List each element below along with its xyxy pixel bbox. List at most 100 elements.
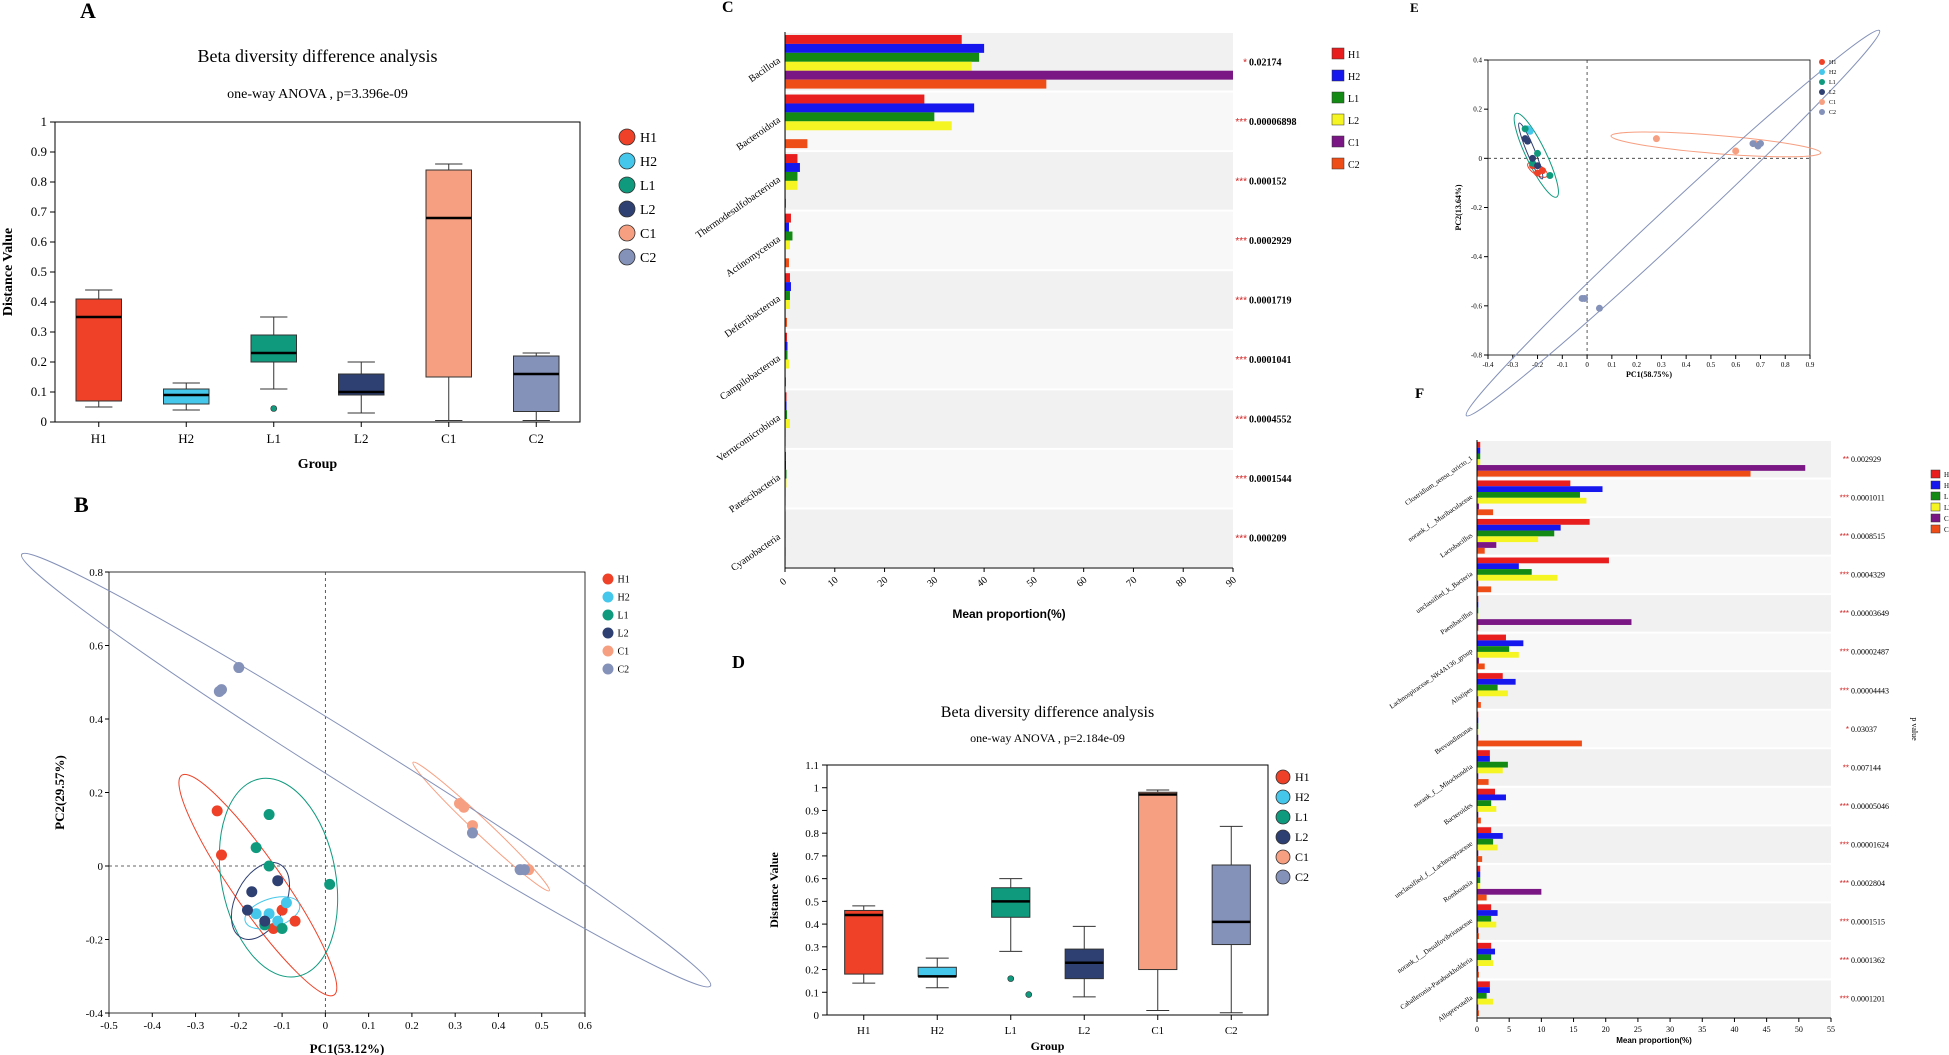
point-L2 xyxy=(246,886,258,898)
legend-label: H1 xyxy=(1295,770,1310,784)
x-tick-label: 10 xyxy=(1537,1025,1545,1034)
x-tick-label: -0.4 xyxy=(1482,361,1494,369)
x-tick-label: 0.5 xyxy=(1707,361,1716,369)
category-band xyxy=(785,390,1233,448)
bar-L2 xyxy=(1477,960,1494,966)
category-band xyxy=(1477,749,1831,786)
x-axis-label: PC1(53.12%) xyxy=(310,1041,385,1055)
bar-H1 xyxy=(1477,865,1481,872)
p-value-label: 0.03037 xyxy=(1851,725,1877,734)
x-tick-label: 40 xyxy=(975,575,990,590)
significance-stars: *** xyxy=(1840,532,1849,541)
legend-label: C2 xyxy=(1295,870,1309,884)
bar-C1 xyxy=(1477,965,1479,972)
right-axis-label: p value xyxy=(1910,717,1919,741)
legend-marker-H1 xyxy=(1819,59,1825,65)
bar-H1 xyxy=(785,213,791,223)
panel-letter-a: A xyxy=(80,0,96,23)
box-L2 xyxy=(338,373,385,396)
significance-stars: *** xyxy=(1235,296,1247,307)
bar-C2 xyxy=(1477,933,1479,940)
point-H1 xyxy=(211,805,223,817)
legend-marker-H2 xyxy=(618,152,636,170)
significance-stars: * xyxy=(1243,57,1247,68)
legend-label: L2 xyxy=(1829,90,1836,96)
bar-L2 xyxy=(1477,729,1479,735)
significance-stars: *** xyxy=(1235,355,1247,366)
legend-marker-C1 xyxy=(602,645,614,657)
legend-marker-C2 xyxy=(1331,157,1345,170)
legend-label: L1 xyxy=(640,179,656,194)
panel-letter-d: D xyxy=(732,652,745,672)
legend-label: H2 xyxy=(640,155,657,170)
outlier-point xyxy=(1007,975,1015,982)
panel-letter-c: C xyxy=(722,0,734,16)
point-C2 xyxy=(1578,294,1586,302)
legend-marker-C2 xyxy=(1275,869,1291,885)
category-label: Bacteroidota xyxy=(735,114,784,153)
bar-H2 xyxy=(1477,833,1503,839)
point-C2 xyxy=(213,685,225,697)
legend-marker-L1 xyxy=(1331,91,1345,104)
bar-L2 xyxy=(785,478,787,488)
bar-C1 xyxy=(1477,888,1542,895)
bar-L2 xyxy=(785,240,790,250)
category-label: Lachnospiraceae_NK4A136_group xyxy=(1388,647,1475,711)
bar-C1 xyxy=(1477,734,1479,741)
confidence-ellipse-H1 xyxy=(178,773,338,997)
x-tick-label: 0 xyxy=(1585,361,1589,369)
bar-H2 xyxy=(1477,640,1524,647)
legend-marker-L1 xyxy=(1930,491,1941,501)
x-tick-label: 0.1 xyxy=(1607,361,1616,369)
y-tick-label: 0.8 xyxy=(31,174,47,189)
y-tick-label: 0.7 xyxy=(31,204,48,219)
chart-d-boxplot: Beta diversity difference analysis one-wa… xyxy=(767,704,1310,1053)
bar-L2 xyxy=(1477,459,1481,466)
bar-H1 xyxy=(1477,788,1496,795)
x-tick-label: 5 xyxy=(1507,1025,1511,1034)
legend-label: L1 xyxy=(618,611,629,622)
legend-label: L1 xyxy=(1348,94,1359,105)
bar-C2 xyxy=(1477,971,1479,978)
bar-H1 xyxy=(1477,981,1490,988)
significance-stars: *** xyxy=(1840,917,1849,926)
y-tick-label: -0.2 xyxy=(86,934,103,946)
x-tick-label: 30 xyxy=(925,575,940,590)
box-H2 xyxy=(163,388,210,405)
legend-label: C1 xyxy=(640,227,656,242)
bar-H2 xyxy=(1477,755,1490,762)
legend-label: H2 xyxy=(1829,70,1836,76)
significance-stars: *** xyxy=(1840,879,1849,888)
x-tick-label: 10 xyxy=(826,575,841,590)
legend-marker-L1 xyxy=(1275,809,1291,825)
significance-stars: ** xyxy=(1843,455,1849,464)
legend-label: C1 xyxy=(1295,850,1309,864)
bar-L1 xyxy=(785,231,793,241)
category-label: Campilobacterota xyxy=(718,353,783,403)
p-value-label: 0.00003649 xyxy=(1851,609,1889,618)
point-L2 xyxy=(241,904,253,916)
bar-C2 xyxy=(785,79,1047,89)
y-axis-label: Distance Value xyxy=(767,851,781,927)
y-tick-label: 0.1 xyxy=(805,987,819,999)
bar-L1 xyxy=(1477,915,1492,922)
bar-L2 xyxy=(785,359,789,369)
significance-stars: ** xyxy=(1843,763,1849,772)
bar-H1 xyxy=(785,332,787,342)
bar-H2 xyxy=(1477,486,1603,493)
category-band xyxy=(1477,672,1831,709)
category-label: Alloprevotella xyxy=(1436,993,1474,1023)
legend-marker-L2 xyxy=(1275,829,1291,845)
category-band xyxy=(785,271,1233,329)
x-tick-label: 0.1 xyxy=(362,1020,376,1032)
y-tick-label: 0.2 xyxy=(89,787,103,799)
category-label: Cyanobacteria xyxy=(729,531,783,573)
legend-marker-C1 xyxy=(1819,99,1825,105)
box-C2 xyxy=(1211,864,1251,946)
x-tick-label: 0 xyxy=(323,1020,329,1032)
significance-stars: *** xyxy=(1235,534,1247,545)
y-tick-label: -0.2 xyxy=(1471,204,1483,212)
category-label: Bacillota xyxy=(747,55,783,85)
bar-L1 xyxy=(785,469,787,479)
bar-H2 xyxy=(785,401,787,411)
